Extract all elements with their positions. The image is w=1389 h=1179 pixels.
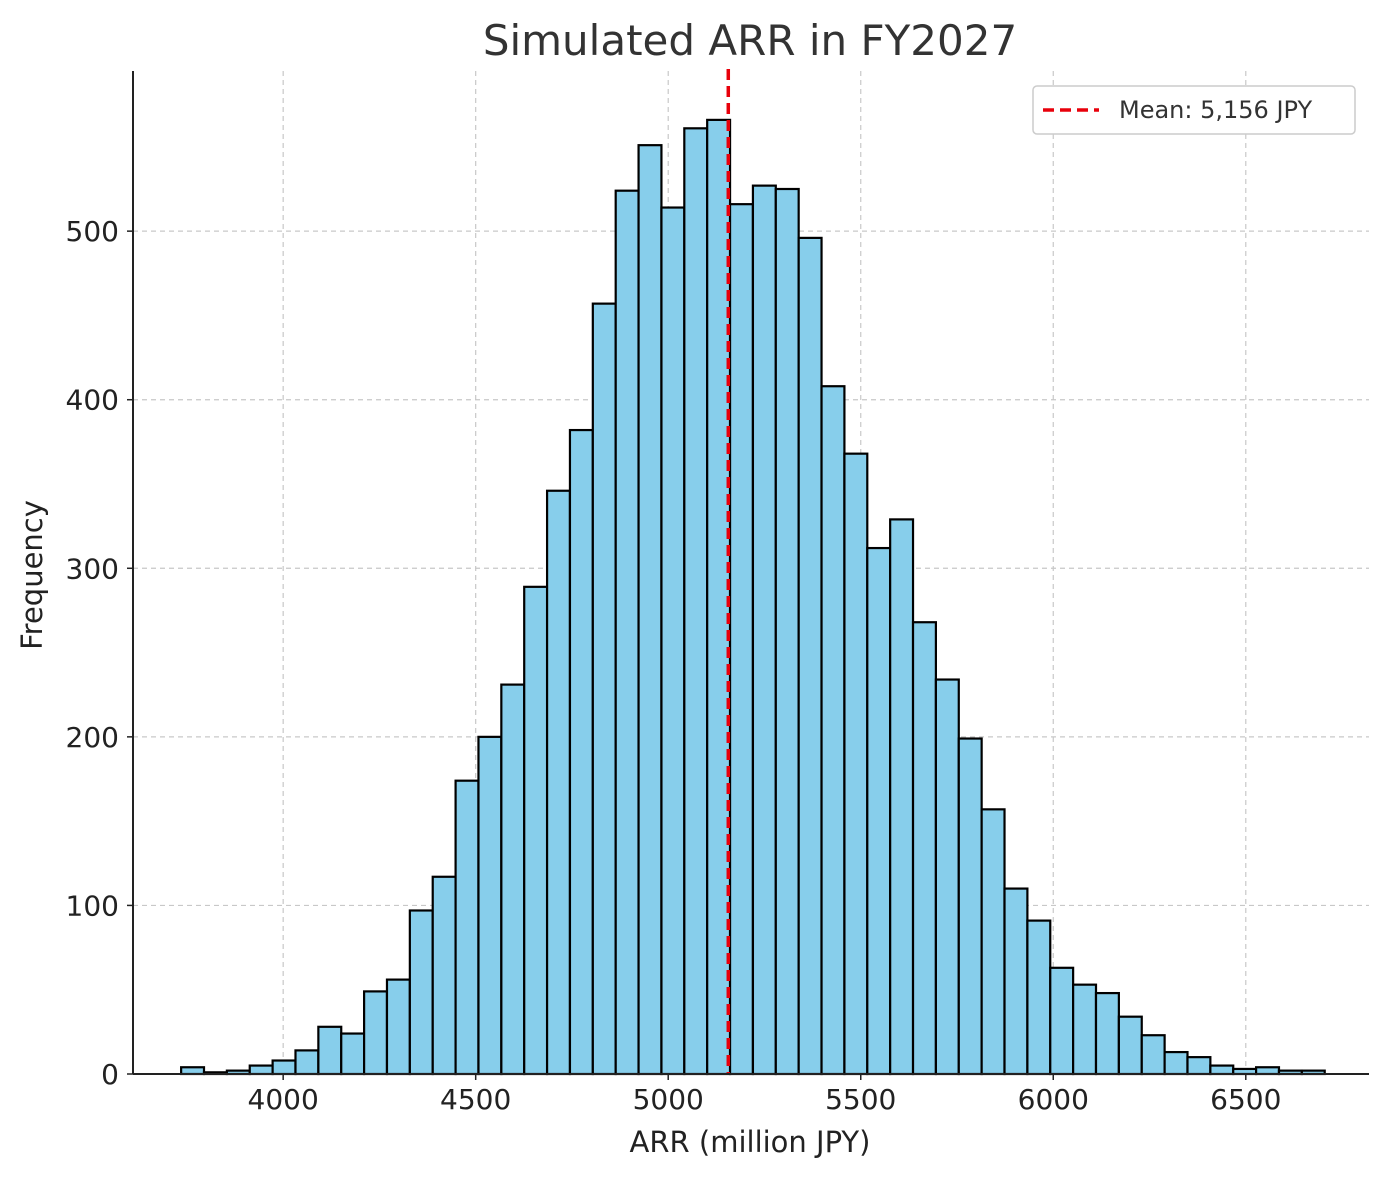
histogram-bar	[1094, 991, 1120, 1076]
histogram-bar	[1072, 983, 1098, 1076]
histogram-bars	[180, 118, 1326, 1076]
histogram-bar	[1026, 919, 1052, 1076]
histogram-bar	[866, 546, 892, 1076]
histogram-bar	[889, 518, 915, 1076]
y-tick-label: 300	[66, 552, 119, 585]
chart-title: Simulated ARR in FY2027	[483, 16, 1017, 65]
histogram-bar	[1255, 1066, 1281, 1076]
histogram-bar	[1186, 1056, 1212, 1076]
histogram-bar	[751, 184, 777, 1076]
histogram-bar	[1163, 1050, 1189, 1076]
histogram-bar	[591, 302, 617, 1076]
histogram-bar	[317, 1025, 343, 1076]
x-tick-label: 5000	[633, 1083, 704, 1116]
histogram-bar	[363, 990, 389, 1076]
x-ticks: 4000 4500 5000 5500 6000 6500	[248, 1074, 1281, 1116]
y-tick-label: 400	[66, 384, 119, 417]
histogram-bar	[545, 489, 572, 1076]
legend-box	[1032, 85, 1356, 135]
legend-mean-label: Mean: 5,156 JPY	[1119, 96, 1312, 124]
y-tick-label: 200	[66, 721, 119, 754]
legend: Mean: 5,156 JPY	[1032, 85, 1356, 135]
histogram-bar	[294, 1049, 320, 1076]
histogram-bar	[523, 585, 549, 1076]
histogram-bar	[774, 187, 800, 1076]
histogram-bar	[980, 808, 1006, 1076]
histogram-bar	[934, 678, 960, 1076]
histogram-bar	[820, 385, 846, 1076]
histogram-bar	[568, 428, 594, 1076]
histogram-bar	[271, 1059, 297, 1076]
histogram-bar	[683, 127, 709, 1076]
histogram-bar	[797, 236, 823, 1076]
histogram-bar	[614, 189, 640, 1076]
x-tick-label: 4500	[440, 1083, 511, 1116]
x-tick-label: 4000	[248, 1083, 319, 1116]
x-tick-label: 6500	[1210, 1083, 1281, 1116]
axes	[132, 71, 1369, 1075]
histogram-bar	[637, 144, 663, 1076]
y-tick-label: 0	[101, 1058, 119, 1091]
x-tick-label: 5500	[825, 1083, 896, 1116]
x-axis-label: ARR (million JPY)	[630, 1125, 871, 1159]
histogram-bar	[248, 1064, 274, 1076]
histogram-bar	[843, 452, 869, 1076]
histogram-bar	[408, 909, 434, 1076]
histogram-bar	[385, 978, 411, 1076]
histogram-bar	[1117, 1015, 1143, 1076]
histogram-bar	[500, 683, 526, 1076]
y-tick-label: 500	[66, 215, 119, 248]
histogram-bar	[911, 621, 937, 1076]
histogram-bar	[180, 1066, 206, 1076]
y-tick-label: 100	[66, 889, 119, 922]
histogram-bar	[728, 203, 755, 1076]
x-tick-label: 6000	[1018, 1083, 1089, 1116]
histogram-bar	[340, 1032, 366, 1076]
histogram-bar	[477, 735, 503, 1076]
histogram-bar	[660, 206, 686, 1076]
histogram-bar	[1209, 1064, 1235, 1076]
y-axis-label: Frequency	[15, 500, 49, 650]
histogram-bar	[1003, 887, 1029, 1076]
histogram-bar	[454, 779, 480, 1076]
grid-lines	[133, 71, 1369, 1074]
histogram-bar	[1049, 966, 1075, 1076]
histogram-bar	[1140, 1034, 1166, 1076]
histogram-bar	[431, 875, 457, 1076]
y-ticks: 0 100 200 300 400 500	[66, 215, 133, 1091]
histogram-bar	[957, 737, 983, 1076]
